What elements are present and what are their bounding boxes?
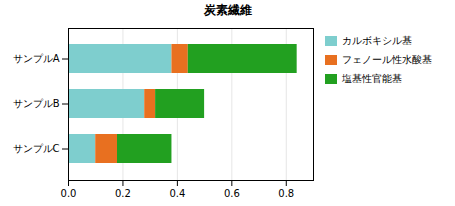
svg-text:0.4: 0.4: [169, 188, 185, 199]
html-text:炭素繊維: 炭素繊維: [203, 3, 252, 17]
html-text:塩基性官能基: 塩基性官能基: [342, 73, 402, 84]
svg-text:サンプルA: サンプルA: [13, 53, 60, 64]
html-text:カルボキシル基: カルボキシル基: [342, 35, 412, 46]
svg-text:サンプルB: サンプルB: [13, 98, 60, 109]
svg-text:0.8: 0.8: [278, 188, 294, 199]
svg-text:サンプルC: サンプルC: [13, 143, 60, 154]
svg-text:0.6: 0.6: [224, 188, 240, 199]
html-text:フェノール性水酸基: フェノール性水酸基: [342, 54, 432, 65]
svg-text:0.2: 0.2: [115, 188, 131, 199]
svg-text:0.0: 0.0: [61, 188, 77, 199]
